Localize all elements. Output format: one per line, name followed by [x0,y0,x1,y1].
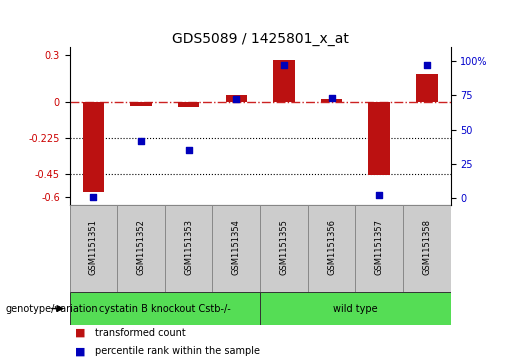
Bar [368,102,390,175]
Bar [70,205,117,292]
Point [89,194,97,200]
Bar [178,102,199,107]
Bar [226,95,247,102]
Bar [260,205,308,292]
Point [137,138,145,143]
Text: ■: ■ [75,346,85,356]
Point [328,95,336,101]
Title: GDS5089 / 1425801_x_at: GDS5089 / 1425801_x_at [171,32,349,46]
Text: GSM1151357: GSM1151357 [375,219,384,275]
Text: genotype/variation: genotype/variation [5,303,98,314]
Text: GSM1151351: GSM1151351 [89,219,98,275]
Text: GSM1151352: GSM1151352 [136,219,145,275]
Bar [307,205,355,292]
Bar [165,205,212,292]
Bar [260,292,451,325]
Text: GSM1151356: GSM1151356 [327,219,336,275]
Text: percentile rank within the sample: percentile rank within the sample [95,346,260,356]
Bar [403,205,451,292]
Text: GSM1151358: GSM1151358 [422,219,431,275]
Text: wild type: wild type [333,303,377,314]
Text: ■: ■ [75,328,85,338]
Point [375,193,383,199]
Bar [70,292,260,325]
Bar [416,74,438,102]
Text: GSM1151355: GSM1151355 [280,219,288,275]
Text: transformed count: transformed count [95,328,186,338]
Point [184,147,193,153]
Point [280,62,288,68]
Bar [321,99,342,102]
Bar [273,60,295,102]
Text: GSM1151353: GSM1151353 [184,219,193,275]
Bar [130,102,152,106]
Point [232,97,241,102]
Bar [82,102,104,192]
Bar [212,205,260,292]
Text: GSM1151354: GSM1151354 [232,219,241,275]
Bar [117,205,165,292]
Point [423,62,431,68]
Bar [355,205,403,292]
Text: cystatin B knockout Cstb-/-: cystatin B knockout Cstb-/- [99,303,231,314]
